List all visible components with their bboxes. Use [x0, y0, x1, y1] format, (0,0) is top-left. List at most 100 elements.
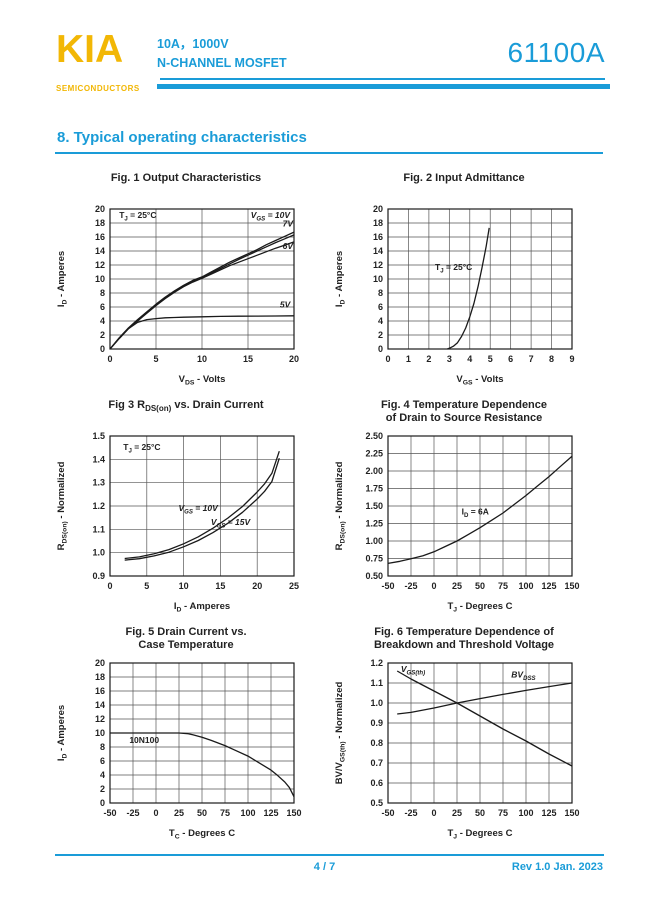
figure-3: Fig 3 RDS(on) vs. Drain Current 0 5 10 15 20 2…	[47, 394, 325, 616]
svg-text:10: 10	[179, 581, 189, 591]
svg-text:0: 0	[107, 581, 112, 591]
logo-subtitle: SEMICONDUCTORS	[56, 84, 140, 93]
figure-3-title: Fig 3 RDS(on) vs. Drain Current	[108, 399, 264, 414]
svg-text:100: 100	[240, 808, 255, 818]
svg-text:25: 25	[452, 808, 462, 818]
series-rdson-vs-temp	[387, 455, 573, 565]
annotation: TJ = 25°C	[119, 210, 156, 222]
x-axis-label: VGS - Volts	[456, 374, 503, 386]
svg-text:100: 100	[518, 808, 533, 818]
annotation: TJ = 25°C	[435, 262, 472, 274]
x-axis-label: ID - Amperes	[174, 601, 230, 613]
annotation: 6V	[283, 241, 295, 251]
svg-text:75: 75	[498, 581, 508, 591]
svg-text:16: 16	[95, 232, 105, 242]
plot-border	[109, 435, 295, 577]
svg-text:-50: -50	[381, 808, 394, 818]
svg-text:20: 20	[373, 204, 383, 214]
svg-text:2: 2	[426, 354, 431, 364]
svg-text:-25: -25	[404, 581, 417, 591]
svg-text:1.25: 1.25	[365, 519, 383, 529]
annotation: VGS = 10V	[251, 210, 292, 222]
svg-text:0.5: 0.5	[370, 798, 383, 808]
svg-text:15: 15	[215, 581, 225, 591]
svg-text:0.75: 0.75	[365, 554, 383, 564]
svg-text:-25: -25	[126, 808, 139, 818]
svg-text:0: 0	[100, 798, 105, 808]
plot-border	[109, 208, 295, 350]
annotation: BVDSS	[511, 669, 535, 681]
product-rating: 10A，1000V	[157, 37, 229, 51]
svg-text:-25: -25	[404, 808, 417, 818]
series-VGS-6V	[109, 241, 295, 350]
svg-text:0: 0	[378, 344, 383, 354]
svg-text:1.1: 1.1	[370, 678, 383, 688]
series-VGS-5V	[109, 315, 295, 350]
svg-text:125: 125	[541, 581, 556, 591]
tick-labels: 0 5 10 15 20 0 2 4 6 8 10 12 14 16 18 20	[95, 204, 299, 364]
figure-5: Fig. 5 Drain Current vs. Case Temperature…	[47, 621, 325, 843]
svg-text:0.7: 0.7	[370, 758, 383, 768]
plot-border	[387, 435, 573, 577]
figure-6: Fig. 6 Temperature Dependence of Breakdow…	[325, 621, 603, 843]
annotation: 5V	[280, 300, 292, 310]
svg-text:20: 20	[95, 204, 105, 214]
svg-text:1.2: 1.2	[92, 501, 105, 511]
gridlines	[110, 209, 294, 349]
svg-text:4: 4	[467, 354, 472, 364]
figure-5-canvas: -50 -25 0 25 50 75 100 125 150 0 2 4 6 8 10 12 14 16 18 20 T…	[56, 658, 302, 840]
tick-labels: 0 5 10 15 20 25 0.9 1.0 1.1 1.2 1.3 1.4 1.5	[92, 431, 299, 591]
y-axis-label: RDS(on) - Normalized	[334, 461, 346, 550]
svg-text:6: 6	[378, 302, 383, 312]
svg-text:8: 8	[549, 354, 554, 364]
svg-text:18: 18	[95, 672, 105, 682]
svg-text:14: 14	[373, 246, 383, 256]
product-subtitle: 10A，1000V N-CHANNEL MOSFET	[157, 35, 287, 73]
svg-text:0.50: 0.50	[365, 571, 383, 581]
svg-text:25: 25	[452, 581, 462, 591]
svg-text:7: 7	[529, 354, 534, 364]
svg-text:2.50: 2.50	[365, 431, 383, 441]
svg-text:25: 25	[289, 581, 299, 591]
figure-3-canvas: 0 5 10 15 20 25 0.9 1.0 1.1 1.2 1.3 1.4 1.5 ID - Ampe…	[56, 431, 299, 613]
annotation: 7V	[283, 219, 295, 229]
svg-text:15: 15	[243, 354, 253, 364]
figure-1: Fig. 1 Output Characteristics 0 5 10 15 20 0 2 4…	[47, 167, 325, 389]
annotation: VGS(th)	[401, 664, 425, 676]
gridlines	[388, 436, 572, 576]
figure-4-canvas: -50 -25 0 25 50 75 100 125 150 0.50 0.75 1.00 1.25 1.…	[334, 431, 580, 613]
section-underline	[55, 152, 603, 154]
annotation: VGS = 10V	[178, 503, 219, 515]
figure-4: Fig. 4 Temperature Dependence of Drain to…	[325, 394, 603, 616]
svg-text:1.75: 1.75	[365, 484, 383, 494]
svg-text:-50: -50	[381, 581, 394, 591]
plot-border	[387, 208, 573, 350]
annotation: 10N100	[129, 735, 159, 745]
svg-text:12: 12	[95, 260, 105, 270]
svg-text:8: 8	[378, 288, 383, 298]
header-rule-thick	[157, 84, 610, 89]
svg-text:-50: -50	[103, 808, 116, 818]
svg-text:0: 0	[431, 581, 436, 591]
y-axis-label: RDS(on) - Normalized	[56, 461, 68, 550]
svg-text:1: 1	[406, 354, 411, 364]
svg-text:2: 2	[100, 330, 105, 340]
svg-text:2: 2	[100, 784, 105, 794]
svg-text:1.4: 1.4	[92, 454, 105, 464]
charts-grid: Fig. 1 Output Characteristics 0 5 10 15 20 0 2 4…	[47, 167, 603, 843]
svg-text:75: 75	[498, 808, 508, 818]
svg-text:0: 0	[431, 808, 436, 818]
kia-logo: KIA	[56, 28, 124, 71]
revision-label: Rev 1.0 Jan. 2023	[511, 861, 603, 873]
svg-text:18: 18	[95, 218, 105, 228]
y-axis-label: ID - Amperes	[56, 251, 68, 307]
svg-text:4: 4	[100, 770, 105, 780]
svg-text:150: 150	[564, 808, 579, 818]
svg-text:0: 0	[107, 354, 112, 364]
svg-text:9: 9	[569, 354, 574, 364]
series-vgsth	[396, 670, 573, 767]
gridlines	[388, 663, 572, 803]
svg-text:125: 125	[263, 808, 278, 818]
svg-text:2.00: 2.00	[365, 466, 383, 476]
series-VGS-10V	[124, 450, 280, 560]
